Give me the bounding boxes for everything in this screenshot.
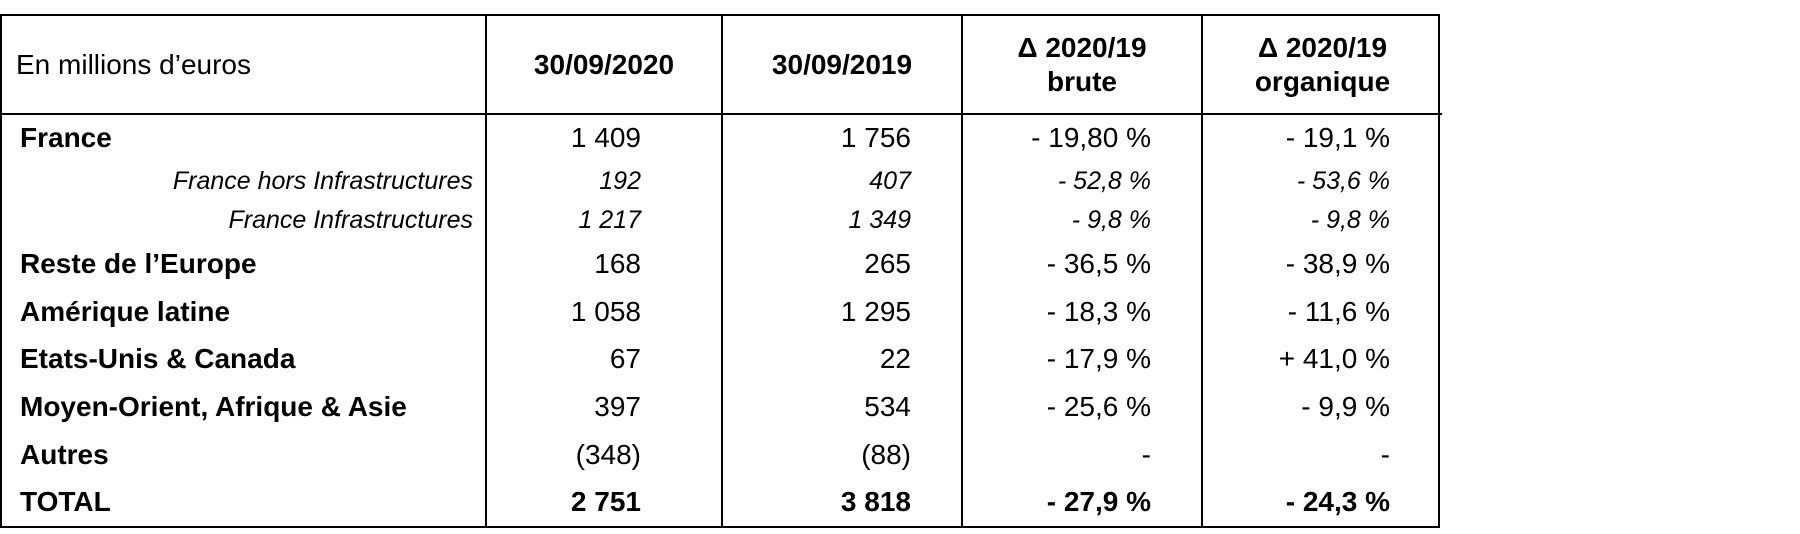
cell-delta-organique: - xyxy=(1201,430,1442,479)
row-label: TOTAL xyxy=(20,486,111,518)
revenue-by-region-table: En millions d’euros 30/09/2020 30/09/201… xyxy=(0,14,1442,528)
cell-delta-brute: - 18,3 % xyxy=(961,287,1202,336)
cell-2020: 67 xyxy=(485,335,722,384)
cell-2019: 22 xyxy=(721,335,962,384)
table-row-france-hors-infrastructures: France hors Infrastructures 192 407 - 52… xyxy=(2,161,1442,201)
row-label: Amérique latine xyxy=(20,295,231,327)
row-label: Autres xyxy=(20,438,109,470)
row-label: France Infrastructures xyxy=(228,206,473,235)
table-row-france-infrastructures: France Infrastructures 1 217 1 349 - 9,8… xyxy=(2,200,1442,241)
cell-delta-organique: - 11,6 % xyxy=(1201,287,1442,336)
cell-2019: 1 756 xyxy=(721,114,962,162)
table-row-etats-unis-canada: Etats-Unis & Canada 67 22 - 17,9 % + 41,… xyxy=(2,335,1442,384)
cell-2019: 1 295 xyxy=(721,287,962,336)
cell-delta-organique: - 38,9 % xyxy=(1201,240,1442,288)
cell-2020: 1 409 xyxy=(485,114,722,162)
cell-2019: 1 349 xyxy=(721,200,962,241)
data-table: En millions d’euros 30/09/2020 30/09/201… xyxy=(2,16,1442,526)
cell-2020: (348) xyxy=(485,430,722,479)
header-unit-label: En millions d’euros xyxy=(2,16,486,115)
cell-2020: 168 xyxy=(485,240,722,288)
header-delta-organique: Δ 2020/19 organique xyxy=(1201,16,1442,115)
cell-delta-brute: - 9,8 % xyxy=(961,200,1202,241)
cell-delta-organique: - 24,3 % xyxy=(1201,478,1442,526)
cell-delta-brute: - 36,5 % xyxy=(961,240,1202,288)
table-row-autres: Autres (348) (88) - - xyxy=(2,430,1442,479)
header-delta-organique-line1: Δ 2020/19 xyxy=(1257,31,1388,63)
cell-delta-organique: - 9,9 % xyxy=(1201,383,1442,431)
header-delta-brute-line1: Δ 2020/19 xyxy=(1017,31,1147,63)
cell-delta-organique: - 9,8 % xyxy=(1201,200,1442,241)
cell-delta-organique: - 19,1 % xyxy=(1201,114,1442,162)
cell-2019: (88) xyxy=(721,430,962,479)
table-row-amerique-latine: Amérique latine 1 058 1 295 - 18,3 % - 1… xyxy=(2,287,1442,336)
cell-2019: 407 xyxy=(721,161,962,201)
cell-delta-brute: - 17,9 % xyxy=(961,335,1202,384)
cell-2020: 1 217 xyxy=(485,200,722,241)
table-row-total: TOTAL 2 751 3 818 - 27,9 % - 24,3 % xyxy=(2,478,1442,526)
cell-2020: 397 xyxy=(485,383,722,431)
cell-2019: 3 818 xyxy=(721,478,962,526)
header-delta-organique-line2: organique xyxy=(1254,65,1391,97)
cell-delta-brute: - 52,8 % xyxy=(961,161,1202,201)
header-delta-brute-line2: brute xyxy=(1047,65,1117,97)
cell-delta-brute: - 27,9 % xyxy=(961,478,1202,526)
cell-delta-organique: + 41,0 % xyxy=(1201,335,1442,384)
cell-delta-brute: - 25,6 % xyxy=(961,383,1202,431)
table-row-france: France 1 409 1 756 - 19,80 % - 19,1 % xyxy=(2,114,1442,162)
cell-delta-organique: - 53,6 % xyxy=(1201,161,1442,201)
header-2019: 30/09/2019 xyxy=(721,16,962,115)
cell-2019: 265 xyxy=(721,240,962,288)
row-label: Moyen-Orient, Afrique & Asie xyxy=(20,390,407,422)
row-label: France xyxy=(20,122,112,154)
cell-2020: 2 751 xyxy=(485,478,722,526)
row-label: Reste de l’Europe xyxy=(20,248,257,280)
cell-2020: 192 xyxy=(485,161,722,201)
cell-delta-brute: - xyxy=(961,430,1202,479)
table-row-moyen-orient-afrique-asie: Moyen-Orient, Afrique & Asie 397 534 - 2… xyxy=(2,383,1442,431)
header-delta-brute: Δ 2020/19 brute xyxy=(961,16,1202,115)
table-row-reste-europe: Reste de l’Europe 168 265 - 36,5 % - 38,… xyxy=(2,240,1442,288)
cell-2019: 534 xyxy=(721,383,962,431)
row-label: Etats-Unis & Canada xyxy=(20,343,296,375)
cell-2020: 1 058 xyxy=(485,287,722,336)
header-row: En millions d’euros 30/09/2020 30/09/201… xyxy=(2,16,1442,115)
row-label: France hors Infrastructures xyxy=(172,166,473,195)
header-2020: 30/09/2020 xyxy=(485,16,722,115)
cell-delta-brute: - 19,80 % xyxy=(961,114,1202,162)
